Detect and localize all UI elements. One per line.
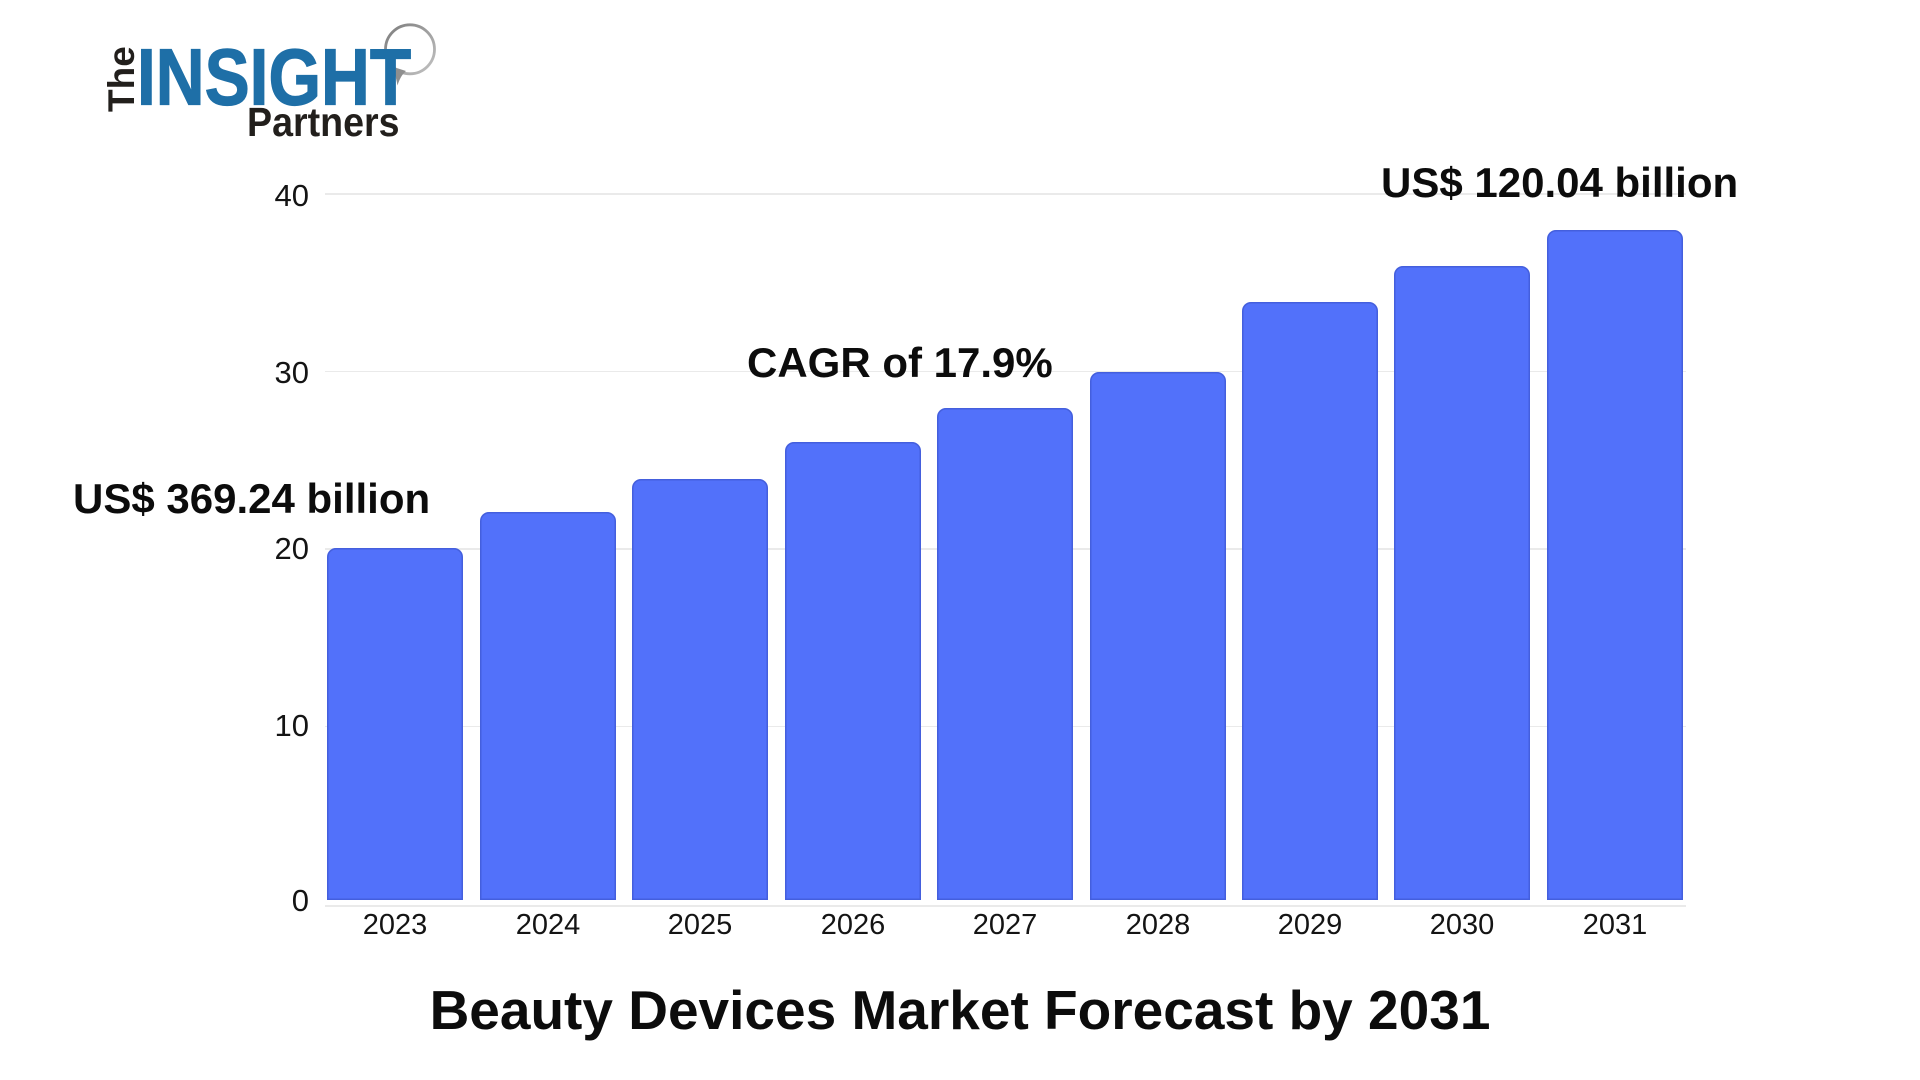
svg-text:The: The (101, 46, 142, 112)
svg-text:INSIGHT: INSIGHT (137, 32, 411, 122)
svg-text:Partners: Partners (247, 100, 400, 146)
